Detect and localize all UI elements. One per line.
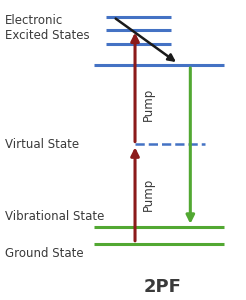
Text: Vibrational State: Vibrational State <box>5 210 105 223</box>
Text: Ground State: Ground State <box>5 247 84 260</box>
Text: Pump: Pump <box>142 177 155 211</box>
Text: Pump: Pump <box>142 88 155 122</box>
Text: Electronic
Excited States: Electronic Excited States <box>5 14 90 42</box>
Text: 2PF: 2PF <box>144 278 182 296</box>
Text: Virtual State: Virtual State <box>5 138 79 151</box>
